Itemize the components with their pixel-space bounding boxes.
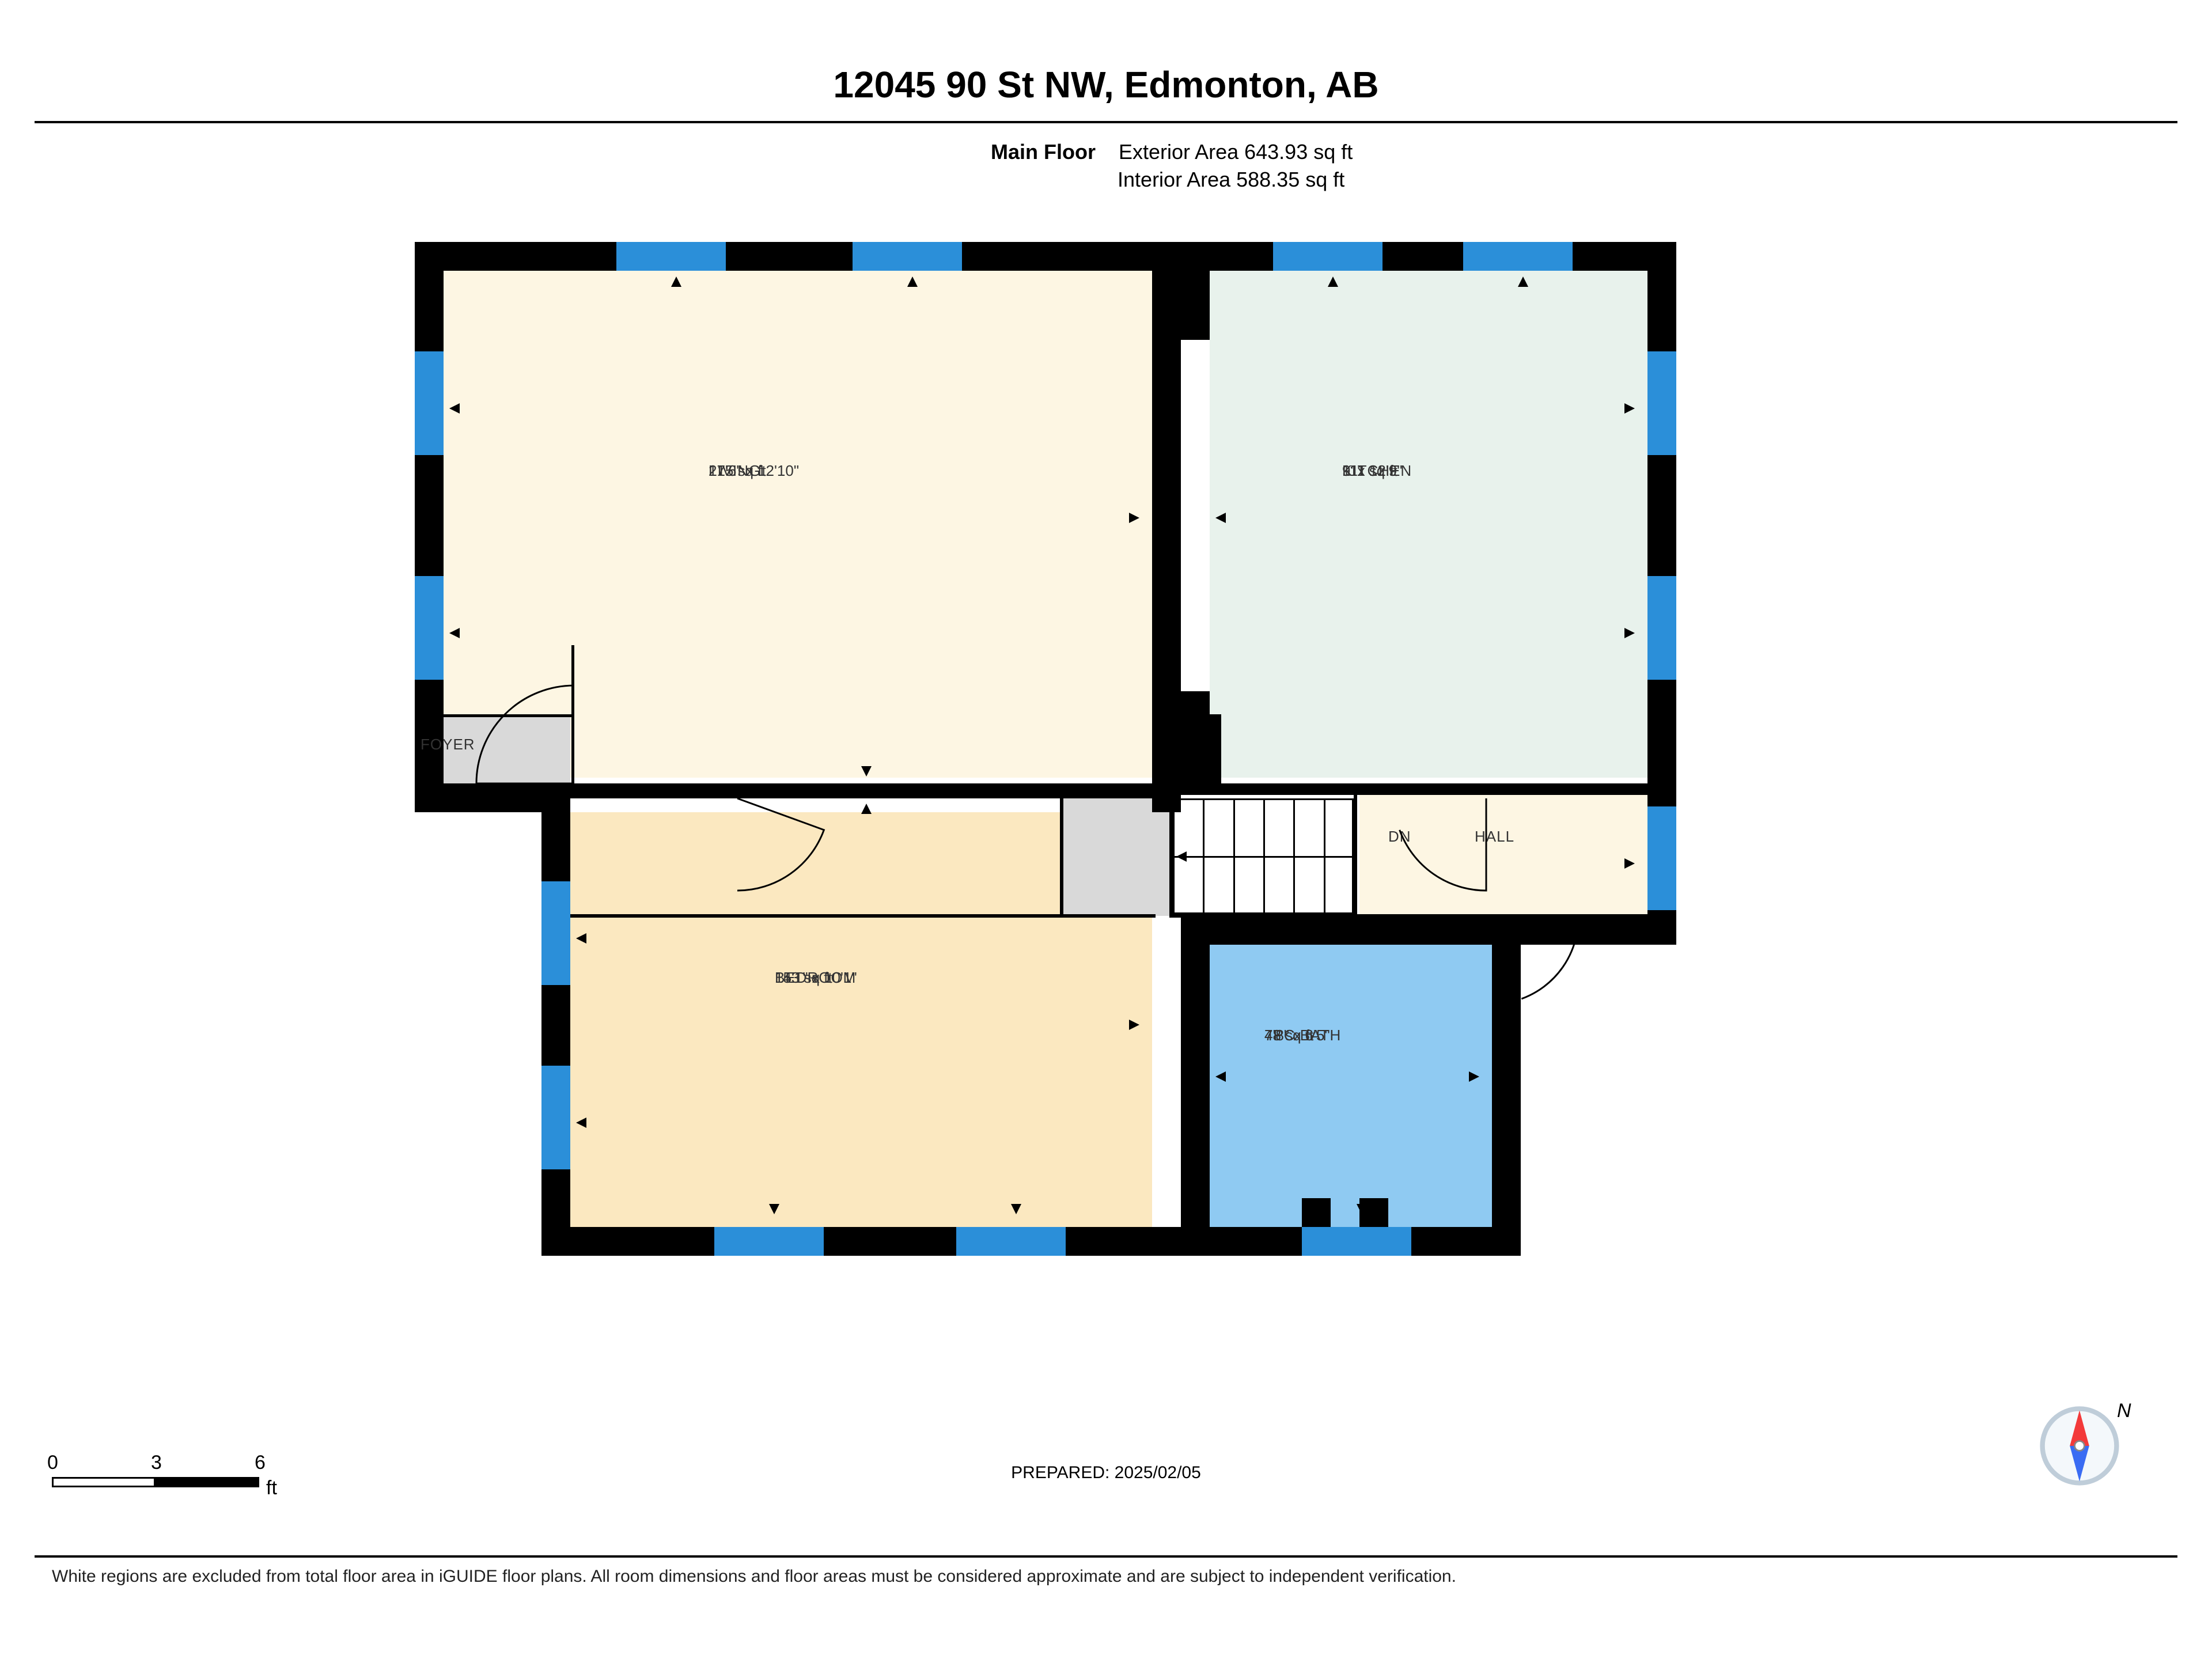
footer-disclaimer: White regions are excluded from total fl… (52, 1567, 2160, 1586)
door-arc (1400, 798, 1486, 891)
compass-n-label: N (2117, 1400, 2131, 1422)
page: 12045 90 St NW, Edmonton, AB Main Floor … (0, 0, 2212, 1659)
door-arc (1492, 918, 1578, 999)
door-arc (476, 685, 574, 783)
bottom-hr (35, 1555, 2177, 1558)
subheader: Main Floor Exterior Area 643.93 sq ft In… (991, 138, 1353, 194)
page-title: 12045 90 St NW, Edmonton, AB (0, 63, 2212, 106)
top-hr (35, 121, 2177, 123)
door-arcs (415, 242, 1797, 1325)
subheader-line-1: Interior Area 588.35 sq ft (1118, 168, 1344, 191)
compass-icon (2039, 1406, 2120, 1486)
prepared-date: PREPARED: 2025/02/05 (0, 1463, 2212, 1483)
subheader-label: Main Floor (991, 140, 1096, 164)
subheader-line-0: Exterior Area 643.93 sq ft (1119, 140, 1353, 164)
door-arc (737, 798, 824, 891)
floorplan: LIVING17'6" x 12'10"215 sq ftKITCHEN9' x… (415, 242, 1797, 1325)
compass: N (2039, 1406, 2120, 1489)
